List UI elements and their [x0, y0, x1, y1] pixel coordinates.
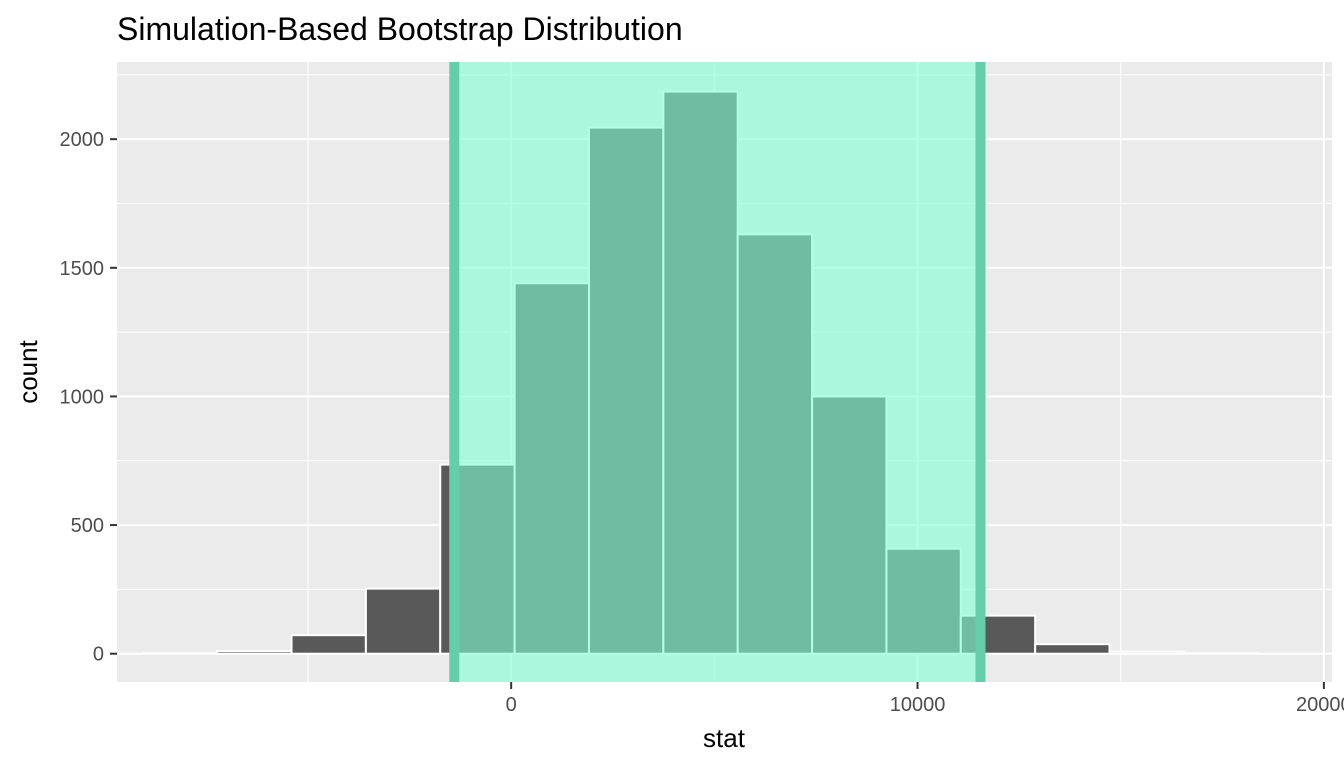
y-tick-label: 500 — [71, 515, 104, 537]
histogram-bar — [364, 587, 442, 655]
y-tick-label: 1500 — [60, 258, 105, 280]
confidence-interval — [449, 62, 986, 682]
x-tick-label: 0 — [506, 694, 517, 716]
x-axis-title: stat — [703, 723, 746, 753]
chart-title: Simulation-Based Bootstrap Distribution — [117, 11, 683, 47]
y-tick-label: 0 — [93, 644, 104, 666]
y-tick-label: 2000 — [60, 129, 105, 151]
histogram-bar — [1108, 650, 1185, 655]
x-tick-label: 10000 — [890, 694, 946, 716]
histogram-bar — [1034, 643, 1111, 655]
histogram-bar — [216, 650, 293, 655]
y-axis-title: count — [13, 339, 43, 403]
ci-shaded-region — [454, 62, 981, 682]
histogram-bar — [1182, 652, 1260, 655]
histogram-bar — [141, 652, 219, 655]
histogram-bar — [290, 634, 367, 655]
y-tick-label: 1000 — [60, 386, 105, 408]
y-axis: 0 500 1000 1500 2000 — [60, 129, 117, 666]
